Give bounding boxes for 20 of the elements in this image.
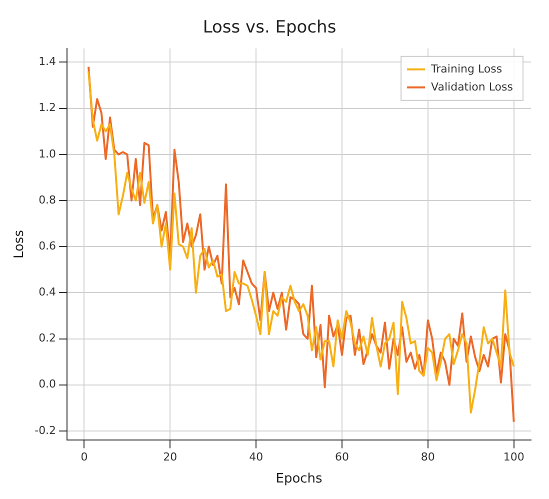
legend-label: Validation Loss [431, 80, 514, 94]
y-tick-label: 0.8 [38, 193, 56, 206]
x-tick-label: 20 [163, 450, 178, 464]
y-axis-title: Loss [12, 230, 28, 259]
x-axis-title: Epochs [276, 472, 323, 487]
y-tick-label: 1.0 [38, 147, 56, 160]
y-tick-label: 0.6 [38, 239, 56, 252]
x-tick-label: 0 [80, 450, 88, 464]
y-tick-label: 0.4 [38, 286, 56, 299]
y-tick-label: 1.4 [38, 55, 56, 68]
x-tick-label: 80 [420, 450, 435, 464]
chart-title: Loss vs. Epochs [202, 18, 336, 38]
x-tick-label: 60 [334, 450, 349, 464]
y-tick-label: 1.2 [38, 101, 56, 114]
legend-label: Training Loss [430, 62, 502, 76]
x-tick-label: 40 [249, 450, 264, 464]
y-tick-label: 0.2 [38, 332, 56, 345]
x-tick-label: 100 [503, 450, 524, 464]
y-tick-label: 0.0 [38, 378, 56, 391]
y-tick-label: -0.2 [34, 424, 56, 437]
